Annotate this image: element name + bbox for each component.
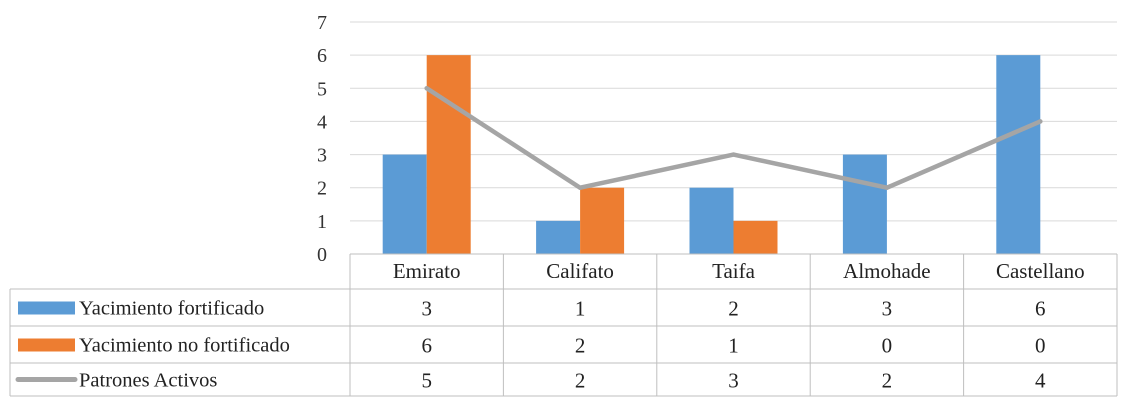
- bar: [580, 187, 625, 254]
- data-label: 2: [882, 369, 893, 393]
- line-point: [884, 185, 890, 190]
- data-label: 1: [728, 334, 739, 358]
- bar: [426, 55, 471, 255]
- bar: [842, 154, 887, 254]
- x-tick-label: Emirato: [393, 259, 461, 283]
- data-label: 3: [882, 297, 893, 321]
- bar: [733, 220, 778, 254]
- data-label: 1: [575, 297, 586, 321]
- data-label: 6: [1035, 297, 1046, 321]
- x-tick-label: Taifa: [712, 259, 756, 283]
- series-line: [424, 86, 1043, 190]
- bar: [689, 187, 734, 254]
- legend-key: [18, 301, 75, 315]
- line-point: [577, 185, 583, 190]
- y-tick-label: 6: [317, 45, 327, 67]
- line-point: [731, 152, 736, 157]
- data-label: 2: [728, 297, 739, 321]
- legend-label: Patrones Activos: [79, 370, 217, 392]
- data-table: Emirato Califato Taifa Almohade Castellano Ya…: [9, 253, 1118, 397]
- data-label: 0: [882, 334, 893, 358]
- y-tick-label: 5: [317, 78, 327, 100]
- legend-label: Yacimiento no fortificado: [79, 335, 290, 357]
- data-label: 3: [728, 369, 739, 393]
- y-tick-label: 1: [317, 211, 327, 233]
- data-label: 2: [575, 369, 586, 393]
- data-label: 5: [421, 369, 432, 393]
- data-label: 2: [575, 334, 586, 358]
- y-tick-label: 7: [317, 12, 327, 34]
- x-tick-label: Almohade: [843, 259, 930, 283]
- line-point: [424, 86, 429, 91]
- data-label: 4: [1035, 369, 1046, 393]
- y-tick-label: 3: [317, 145, 327, 167]
- line-point: [1038, 119, 1043, 124]
- legend-key: [18, 338, 75, 352]
- data-label: 3: [421, 297, 432, 321]
- data-label: 0: [1035, 334, 1046, 358]
- line-series: [424, 86, 1043, 190]
- bar: [382, 154, 427, 254]
- data-label: 6: [421, 334, 432, 358]
- bar: [536, 220, 581, 254]
- x-tick-label: Castellano: [996, 259, 1085, 283]
- legend-label: Yacimiento fortificado: [79, 298, 264, 320]
- y-tick-label: 2: [317, 178, 327, 200]
- bar: [996, 55, 1041, 255]
- y-tick-label: 4: [317, 111, 327, 133]
- y-axis: 0 1 2 3 4 5 6 7: [317, 12, 327, 266]
- bars: [382, 55, 1041, 255]
- x-tick-label: Califato: [546, 259, 614, 283]
- y-tick-label: 0: [317, 244, 327, 266]
